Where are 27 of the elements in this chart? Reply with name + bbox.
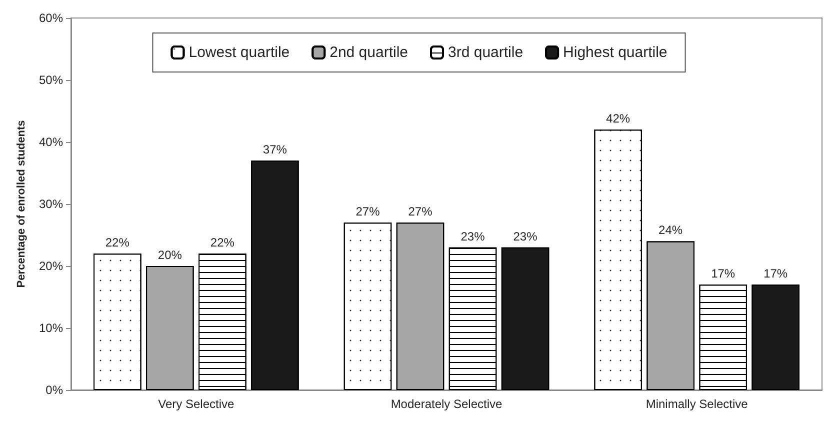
data-label: 22% bbox=[210, 236, 235, 250]
y-tick-label: 20% bbox=[38, 259, 64, 273]
data-label: 22% bbox=[105, 236, 130, 250]
x-tick-label: Moderately Selective bbox=[390, 397, 503, 411]
data-label: 27% bbox=[356, 204, 380, 219]
x-tick-label: Minimally Selective bbox=[646, 397, 748, 411]
y-tick-label: 0% bbox=[46, 383, 64, 397]
y-tick-label: 30% bbox=[38, 197, 64, 211]
data-label: 23% bbox=[513, 229, 538, 244]
y-tick-label: 10% bbox=[38, 321, 64, 335]
y-axis-title: Percentage of enrolled students bbox=[16, 120, 28, 288]
y-tick-label: 40% bbox=[38, 135, 64, 149]
data-label: 17% bbox=[764, 266, 788, 281]
data-label: 17% bbox=[711, 266, 736, 281]
data-label: 24% bbox=[658, 223, 683, 238]
data-label: 20% bbox=[158, 248, 182, 262]
legend-label: 3rd quartile bbox=[448, 44, 524, 61]
data-label: 42% bbox=[606, 112, 630, 126]
data-label: 37% bbox=[262, 142, 288, 157]
y-tick-label: 60% bbox=[38, 11, 64, 25]
legend-label: 2nd quartile bbox=[330, 44, 408, 61]
data-label: 27% bbox=[408, 204, 433, 219]
data-label: 23% bbox=[460, 229, 486, 244]
legend-label: Highest quartile bbox=[563, 44, 668, 61]
x-tick-label: Very Selective bbox=[158, 397, 235, 411]
y-tick-label: 50% bbox=[38, 73, 64, 87]
legend-label: Lowest quartile bbox=[188, 44, 290, 61]
